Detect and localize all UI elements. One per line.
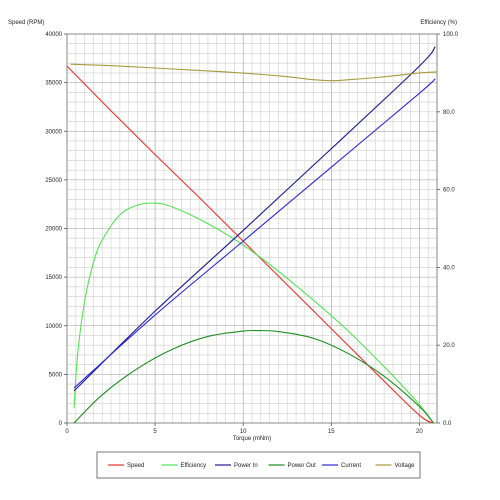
y-left-tick-label: 35000 (45, 81, 62, 87)
series-line-voltage (70, 63, 438, 82)
y-left-tick-label: 15000 (45, 275, 62, 281)
y-right-tick-label: 100.0 (443, 32, 459, 38)
x-tick-label: 5 (153, 429, 157, 435)
y-left-tick-label: 20000 (45, 227, 62, 233)
series-line-power-in (73, 46, 436, 392)
y-right-tick-label: 60.0 (443, 188, 455, 194)
y-right-tick-label: 0.0 (443, 421, 452, 427)
legend-label-speed: Speed (127, 463, 144, 469)
series-layer (66, 46, 438, 424)
legend: Speed Efficiency Power In Power Out Current V… (96, 451, 421, 479)
y-axis-left-label: Speed (RPM) (8, 20, 44, 26)
legend-label-efficiency: Efficiency (181, 463, 207, 469)
grid (67, 34, 437, 423)
y-right-tick-label: 40.0 (443, 265, 455, 271)
y-left-tick-label: 25000 (45, 178, 62, 184)
x-tick-label: 15 (328, 429, 335, 435)
y-left-tick-label: 0 (59, 421, 63, 427)
legend-label-voltage: Voltage (395, 463, 416, 469)
legend-box (96, 451, 421, 479)
x-tick-label: 10 (240, 429, 247, 435)
legend-label-current: Current (341, 463, 361, 469)
y-right-tick-label: 20.0 (443, 343, 455, 349)
y-left-tick-label: 10000 (45, 324, 62, 330)
legend-label-power-in: Power In (234, 463, 258, 469)
legend-label-power-out: Power Out (288, 463, 317, 469)
y-left-tick-label: 30000 (45, 129, 62, 135)
x-tick-label: 20 (416, 429, 423, 435)
x-tick-label: 0 (65, 429, 69, 435)
series-line-efficiency (73, 202, 434, 424)
series-line-current (73, 78, 436, 389)
x-axis-label: Torque (mNm) (233, 436, 271, 442)
axes-layer: 0 5 10 15 20 0 5000 10000 15000 20000 25000 30000 35… (45, 32, 458, 435)
y-left-tick-label: 5000 (49, 372, 63, 378)
y-left-tick-label: 40000 (45, 32, 62, 38)
y-axis-right-label: Efficiency (%) (420, 20, 457, 26)
y-right-tick-label: 80.0 (443, 110, 455, 116)
series-line-power-out (73, 329, 434, 424)
series-line-speed (66, 65, 434, 424)
